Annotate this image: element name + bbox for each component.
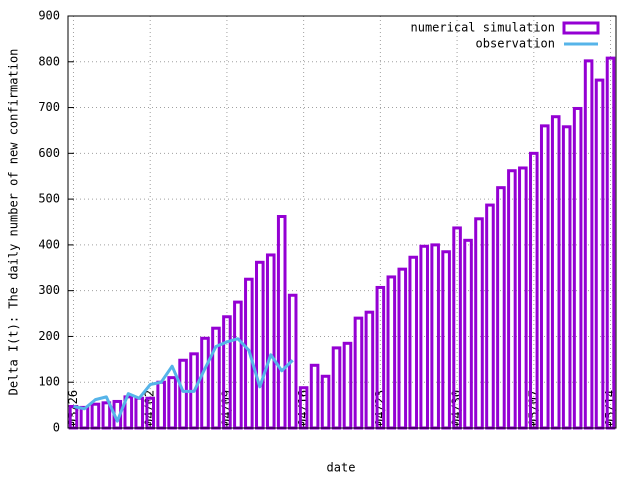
y-tick-label: 400 <box>38 237 60 251</box>
y-tick-label: 600 <box>38 146 60 160</box>
y-tick-label: 300 <box>38 283 60 297</box>
y-axis-label: Delta I(t): The daily number of new conf… <box>7 49 21 396</box>
legend-swatch <box>562 21 600 35</box>
y-tick-label: 0 <box>53 421 60 435</box>
plot-border <box>67 15 617 429</box>
y-tick-label: 200 <box>38 329 60 343</box>
y-tick-label: 100 <box>38 375 60 389</box>
y-tick-label: 900 <box>38 9 60 23</box>
line <box>73 337 294 423</box>
y-tick-label: 500 <box>38 192 60 206</box>
y-tick-label: 700 <box>38 100 60 114</box>
x-axis-label: date <box>327 461 356 475</box>
y-tick-label: 800 <box>38 54 60 68</box>
legend-label: numerical simulation <box>411 21 556 35</box>
legend-label: observation <box>476 37 555 51</box>
